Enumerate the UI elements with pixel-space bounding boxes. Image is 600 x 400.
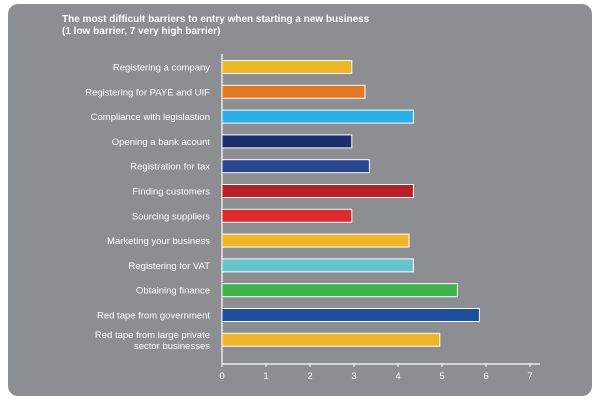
category-label: Red tape from large private (95, 330, 210, 341)
bar (221, 159, 370, 174)
category-label: Registration for tax (130, 162, 210, 173)
bar (221, 109, 414, 124)
bars-layer (221, 60, 480, 347)
bar (221, 134, 353, 149)
category-label: Registering a company (113, 63, 210, 74)
category-label: Registering for PAYE and UIF (85, 87, 210, 98)
bar (221, 283, 458, 298)
x-tick-label: 5 (439, 371, 444, 382)
bar (221, 308, 480, 322)
bar (221, 332, 441, 347)
x-tick-label: 2 (307, 371, 312, 382)
bar (221, 208, 353, 223)
category-label: Red tape from government (97, 311, 210, 322)
x-tick-label: 4 (395, 371, 400, 382)
category-label: sector businesses (134, 341, 210, 352)
chart-title-block: The most difficult barriers to entry whe… (62, 14, 532, 38)
bar (221, 60, 353, 74)
category-label: Sourcing suppliers (132, 211, 210, 222)
category-label: Opening a bank acount (112, 137, 211, 148)
tick-labels: 0 1 2 3 4 5 6 7 (219, 364, 533, 382)
chart-subtitle: (1 low barrier, 7 very high barrier) (62, 26, 221, 37)
x-tick-label: 6 (483, 371, 488, 382)
x-tick-label: 0 (219, 371, 224, 382)
x-tick-label: 3 (351, 371, 356, 382)
x-tick-label: 1 (263, 371, 268, 382)
category-label: Marketing your business (107, 236, 210, 247)
bar (221, 84, 366, 99)
category-labels: Registering a company Registering for PAY… (85, 63, 210, 352)
chart-title: The most difficult barriers to entry whe… (62, 14, 370, 25)
category-label: Registering for VAT (129, 261, 211, 272)
bar (221, 258, 414, 273)
category-label: Obtaining finance (136, 286, 210, 297)
category-label: Compliance with legislastion (91, 112, 210, 123)
category-label: Finding customers (132, 187, 210, 198)
x-tick-label: 7 (527, 371, 532, 382)
bar (221, 233, 410, 248)
bar (221, 184, 414, 198)
